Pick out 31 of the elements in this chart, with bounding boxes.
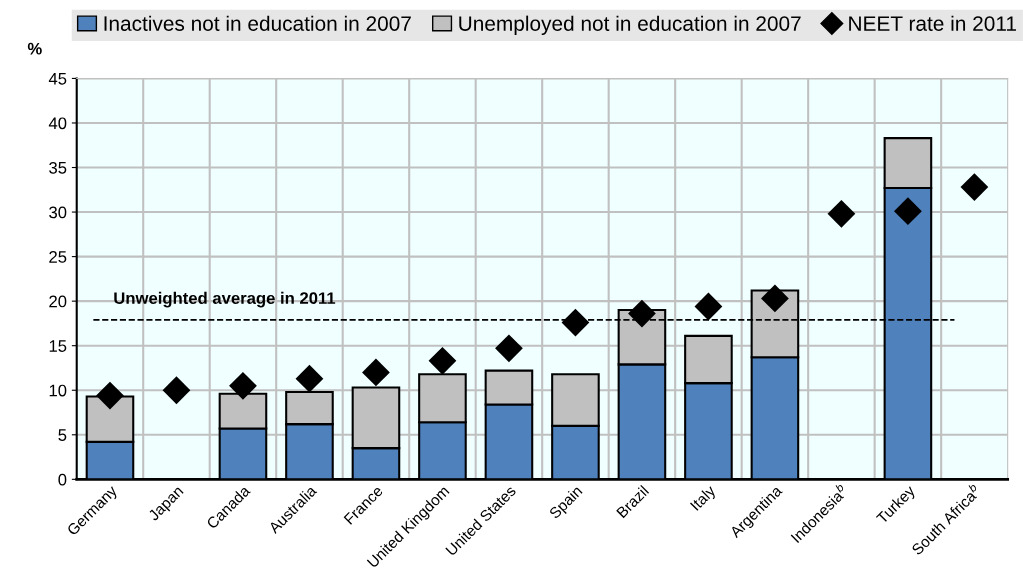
y-axis-title: % <box>27 42 42 55</box>
y-tick-label: 30 <box>49 206 67 219</box>
point <box>362 358 390 387</box>
x-tick-label: Indonesia$^{b}$ <box>788 482 849 544</box>
point <box>428 346 457 375</box>
point <box>229 371 257 400</box>
legend-label: NEET rate in 2011 <box>849 15 1016 31</box>
y-tick-label: 0 <box>58 473 67 486</box>
point <box>960 173 989 202</box>
y-tick-label: 25 <box>49 251 67 263</box>
y-tick-label: 35 <box>49 161 67 174</box>
point <box>495 334 523 363</box>
ref-line-label: Unweighted average in 2011 <box>114 291 336 308</box>
point <box>628 299 656 328</box>
point <box>96 381 124 410</box>
y-tick-label: 15 <box>49 340 67 352</box>
x-tick-label: Italy <box>689 484 719 514</box>
point <box>761 284 789 313</box>
y-tick-label: 45 <box>48 73 67 85</box>
point <box>827 199 856 228</box>
point <box>295 364 324 393</box>
y-tick-label: 20 <box>49 295 67 308</box>
point <box>561 308 590 337</box>
y-tick-label: 5 <box>58 429 67 441</box>
legend-label: Inactives not in education in 2007 <box>104 15 411 31</box>
point <box>894 197 922 226</box>
point <box>162 376 191 405</box>
legend-label: Unemployed not in education in 2007 <box>459 15 801 36</box>
point <box>694 292 723 321</box>
y-tick-label: 10 <box>49 384 67 397</box>
y-tick-label: 40 <box>48 117 67 130</box>
